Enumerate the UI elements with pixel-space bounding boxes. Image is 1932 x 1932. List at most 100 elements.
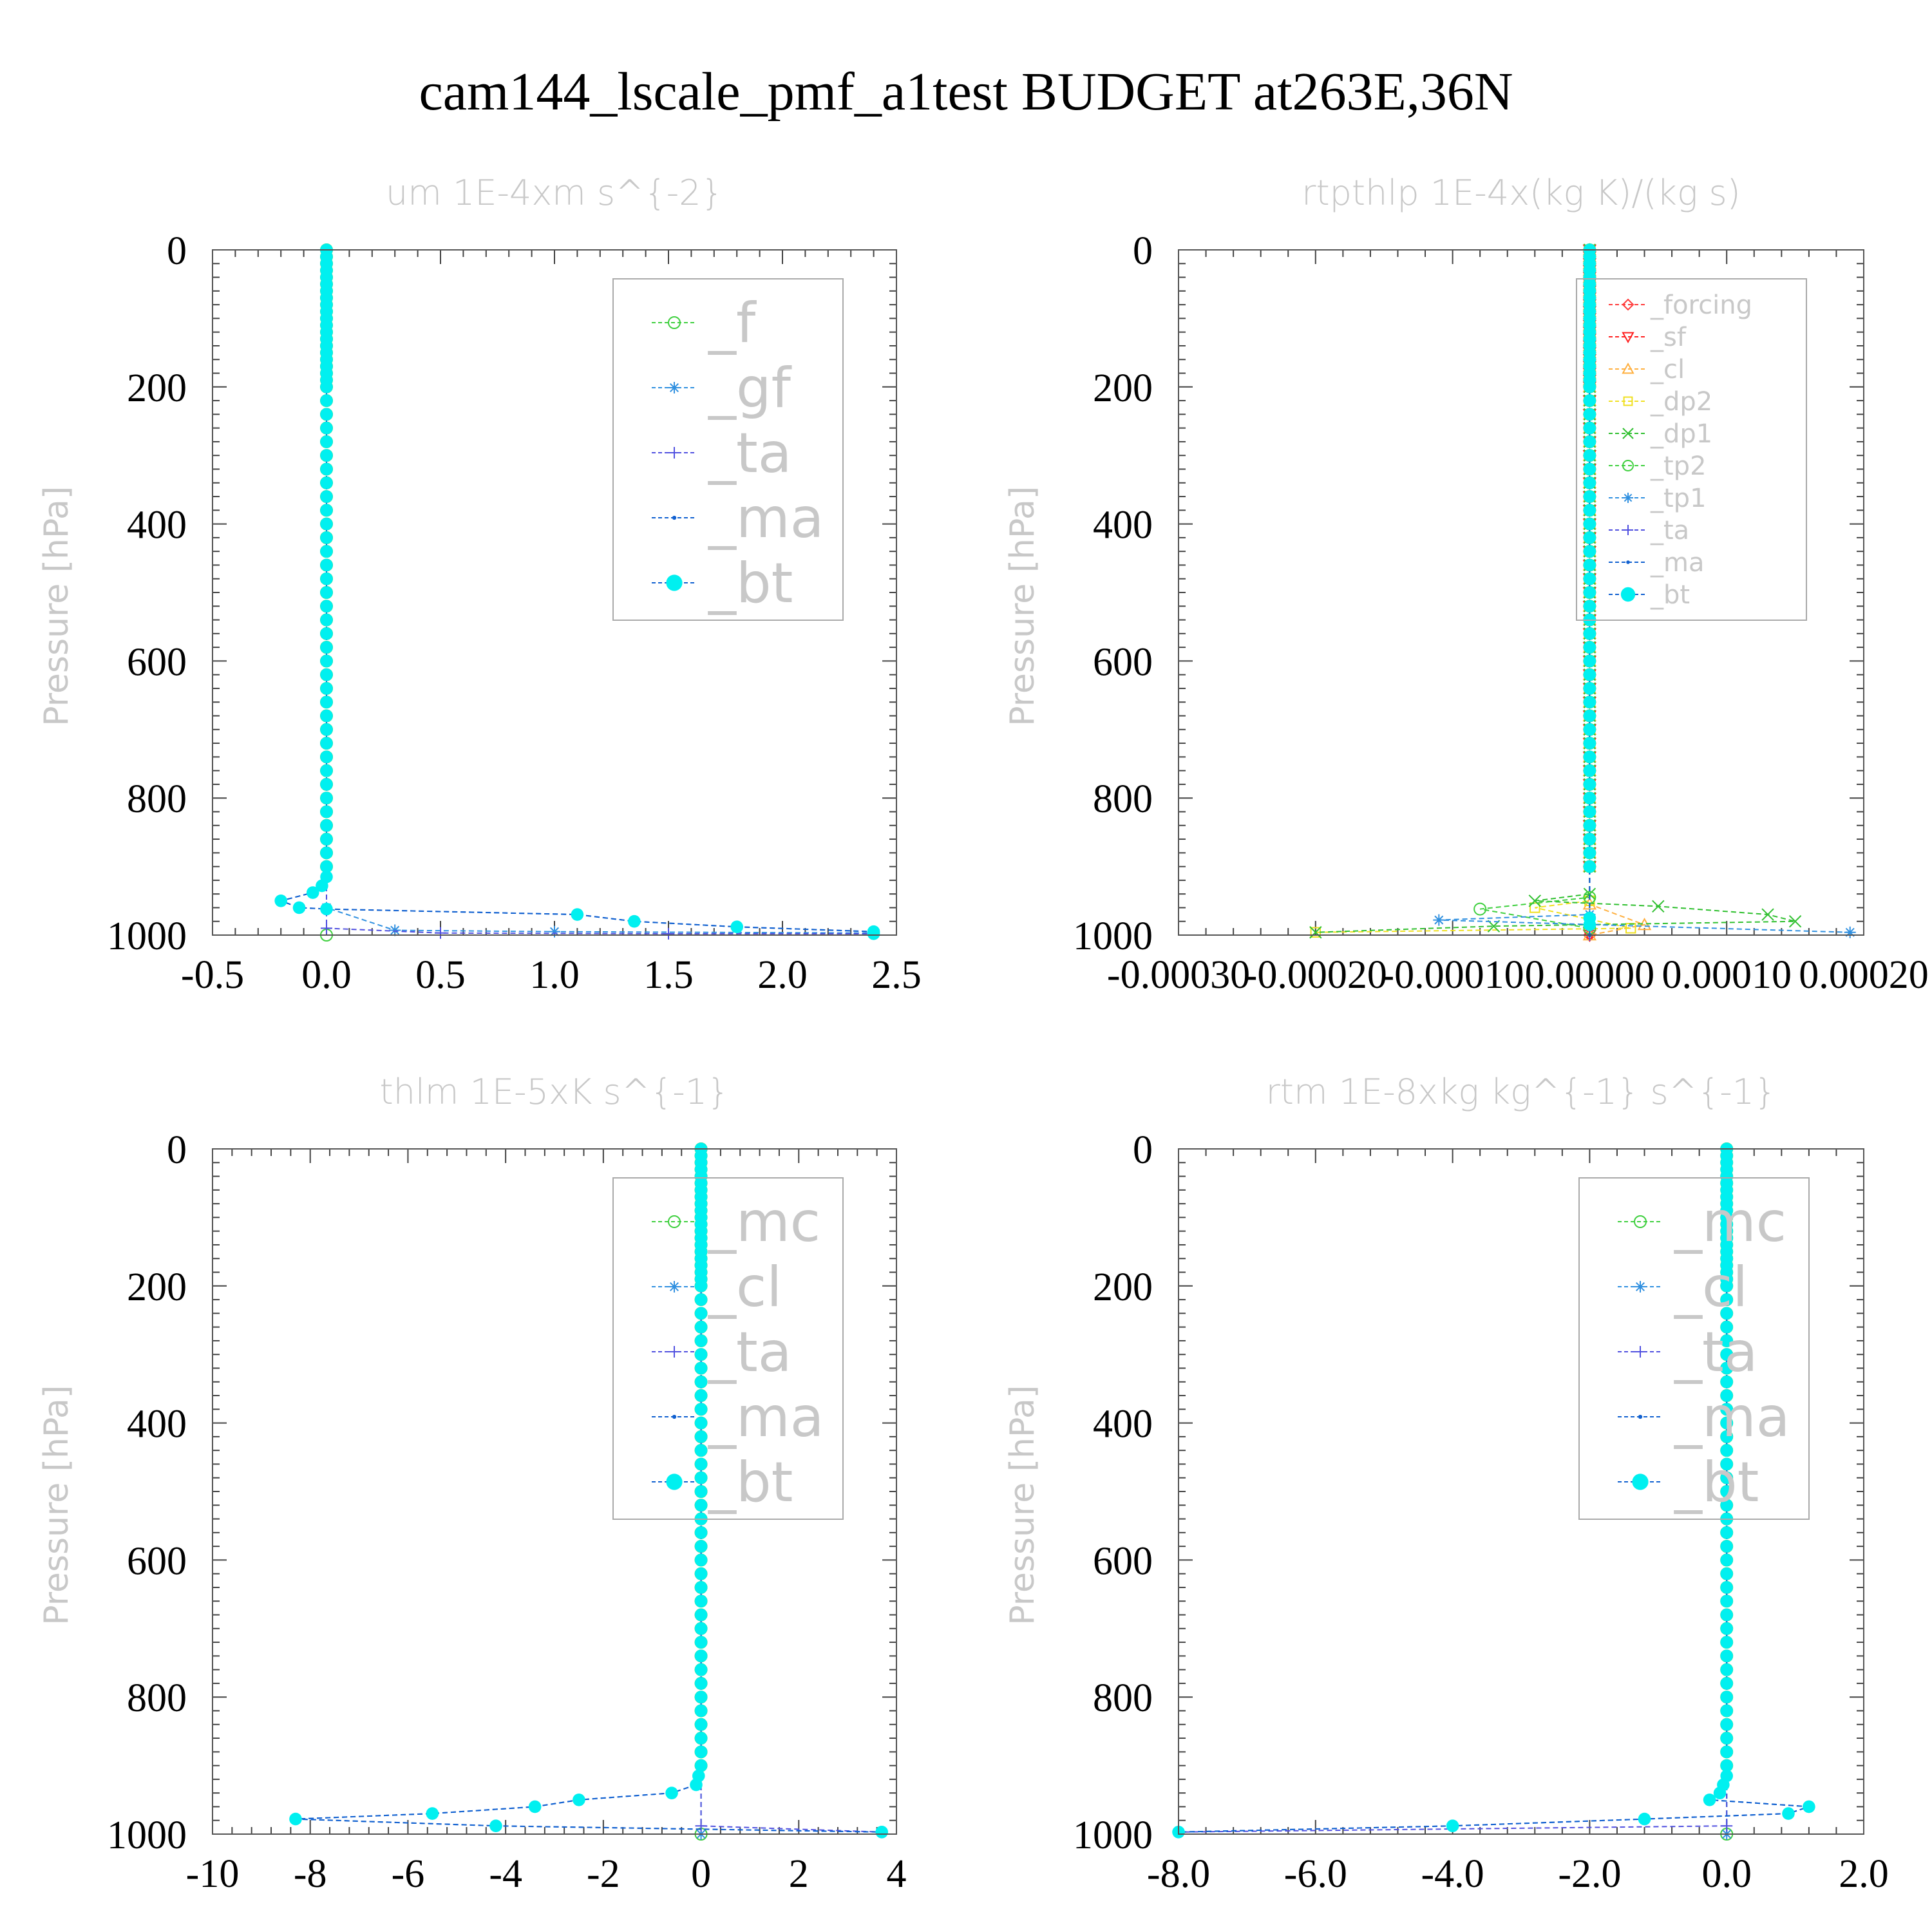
x-tick-label: -0.00030 bbox=[1107, 953, 1250, 997]
y-tick-label: 200 bbox=[1093, 366, 1153, 410]
data-point bbox=[1720, 1389, 1733, 1402]
data-point bbox=[694, 1416, 708, 1430]
legend-marker bbox=[668, 316, 681, 329]
data-point bbox=[1720, 1485, 1733, 1498]
data-point bbox=[1583, 833, 1596, 846]
data-point bbox=[320, 723, 333, 736]
data-point bbox=[1720, 1581, 1733, 1594]
data-point bbox=[320, 668, 333, 681]
legend-label: _gf bbox=[708, 356, 792, 421]
series-tp2 bbox=[1473, 243, 1596, 935]
data-point bbox=[1583, 572, 1596, 585]
data-point bbox=[1844, 926, 1856, 938]
data-point bbox=[1583, 531, 1596, 544]
data-point bbox=[1530, 902, 1540, 913]
data-point bbox=[320, 819, 333, 832]
data-point bbox=[1720, 1636, 1733, 1649]
legend-marker bbox=[1634, 1215, 1647, 1228]
y-tick-label: 400 bbox=[1093, 504, 1153, 547]
series-tp1 bbox=[1433, 244, 1856, 938]
legend-item-dp2: _dp2 bbox=[1609, 387, 1712, 417]
legend-box bbox=[612, 1177, 844, 1520]
data-point bbox=[1720, 1307, 1733, 1320]
legend-item-ma: _ma bbox=[652, 486, 824, 551]
data-point bbox=[320, 449, 333, 462]
tick-marks bbox=[1178, 249, 1864, 936]
series-bt bbox=[289, 1142, 889, 1839]
legend-label: _ma bbox=[1674, 1385, 1790, 1450]
data-point bbox=[1583, 435, 1596, 448]
data-point bbox=[1788, 915, 1802, 928]
data-point bbox=[1720, 1663, 1733, 1676]
data-point bbox=[694, 1663, 708, 1676]
legend-label: _dp2 bbox=[1650, 387, 1712, 417]
data-point bbox=[320, 860, 333, 873]
legend-box bbox=[612, 278, 844, 621]
y-axis-label: Pressure [hPa] bbox=[1003, 1385, 1042, 1625]
legend-label: _cl bbox=[1650, 355, 1685, 384]
series-line bbox=[1479, 250, 1591, 929]
data-point bbox=[690, 1778, 703, 1792]
legend-item-dp1: _dp1 bbox=[1609, 419, 1712, 449]
data-point bbox=[1583, 504, 1596, 517]
data-point bbox=[694, 1280, 708, 1293]
data-point bbox=[1583, 627, 1596, 640]
data-point bbox=[694, 1759, 708, 1772]
legend-item-tp1: _tp1 bbox=[1609, 484, 1707, 513]
legend-item-tp2: _tp2 bbox=[1609, 451, 1707, 481]
data-point bbox=[695, 1820, 707, 1832]
data-point bbox=[320, 750, 333, 764]
data-point bbox=[1720, 1595, 1733, 1608]
data-point bbox=[389, 924, 401, 936]
data-point bbox=[320, 558, 333, 572]
legend: _f_gf_ta_ma_bt bbox=[612, 278, 844, 621]
data-point bbox=[694, 1622, 708, 1635]
data-point bbox=[1583, 408, 1596, 421]
legend-marker bbox=[668, 1346, 680, 1358]
legend-label: _ma bbox=[708, 486, 824, 551]
tick-marks bbox=[212, 249, 897, 936]
data-point bbox=[867, 927, 880, 940]
data-point bbox=[316, 879, 328, 893]
data-point bbox=[694, 1430, 708, 1443]
legend-item-ma: _ma bbox=[1609, 548, 1704, 578]
figure-title: cam144_lscale_pmf_a1test BUDGET at263E,3… bbox=[419, 62, 1513, 122]
data-point bbox=[435, 927, 446, 939]
data-point bbox=[1782, 1807, 1795, 1820]
data-point bbox=[694, 1307, 708, 1320]
legend-label: _ma bbox=[1650, 548, 1704, 578]
legend-label: _mc bbox=[1674, 1190, 1786, 1255]
x-tick-label: -0.5 bbox=[181, 953, 244, 997]
x-tick-label: 0.0 bbox=[301, 953, 352, 997]
data-point bbox=[694, 1499, 708, 1512]
data-point bbox=[292, 901, 306, 914]
series-dp1 bbox=[1309, 243, 1802, 939]
legend-item-mc: _mc bbox=[1618, 1190, 1786, 1255]
x-tick-label: 1.5 bbox=[643, 953, 694, 997]
legend-marker bbox=[672, 1414, 677, 1419]
plot-frame bbox=[212, 1148, 897, 1835]
legend-marker bbox=[1623, 525, 1633, 535]
data-point bbox=[1583, 778, 1596, 791]
data-point bbox=[1720, 1334, 1733, 1347]
legend-label: _mc bbox=[708, 1190, 820, 1255]
x-tick-label: 0.00020 bbox=[1799, 953, 1929, 997]
data-point bbox=[1583, 545, 1596, 558]
data-point bbox=[1583, 654, 1596, 668]
data-point bbox=[663, 927, 674, 940]
data-point bbox=[1583, 860, 1596, 873]
data-point bbox=[320, 408, 333, 421]
legend-marker bbox=[668, 382, 680, 393]
data-point bbox=[320, 381, 333, 393]
x-tick-label: 2 bbox=[789, 1852, 809, 1896]
plot-frame bbox=[212, 249, 897, 936]
data-point bbox=[694, 1334, 708, 1347]
legend-item-gf: _gf bbox=[652, 356, 792, 421]
data-point bbox=[1720, 1444, 1733, 1457]
series-line bbox=[1315, 250, 1631, 933]
data-point bbox=[1583, 819, 1596, 832]
data-point bbox=[320, 394, 333, 407]
data-point bbox=[320, 833, 333, 846]
data-point bbox=[1583, 586, 1596, 599]
